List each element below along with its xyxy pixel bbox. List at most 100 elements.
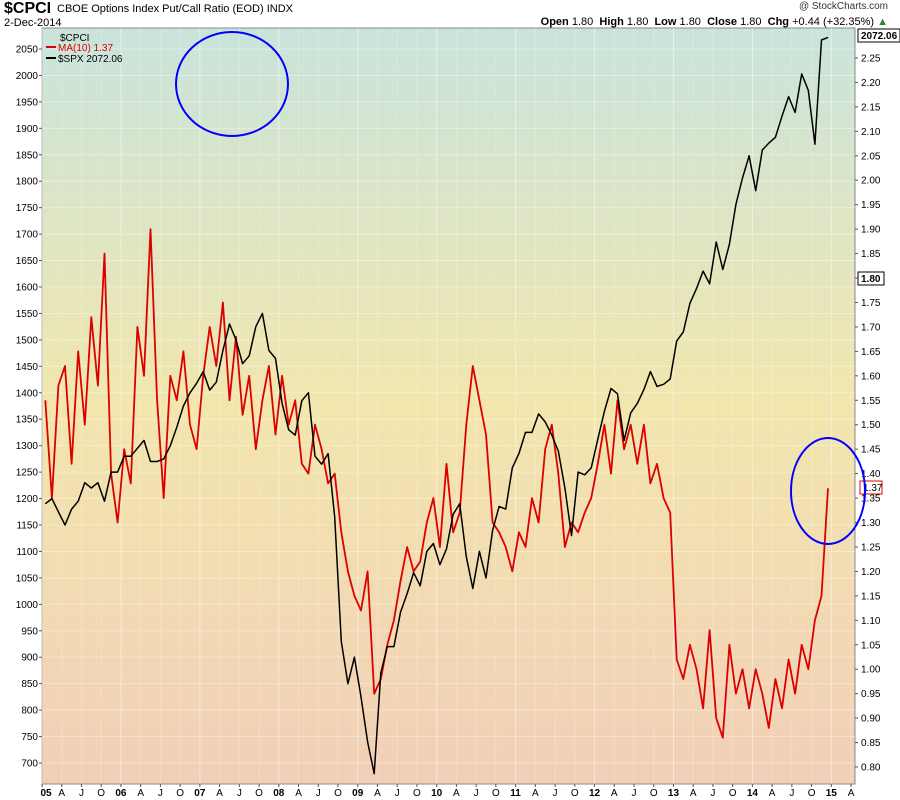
x-tick-label: J <box>710 788 715 799</box>
spx-point <box>386 646 388 648</box>
x-tick-label: J <box>474 788 479 799</box>
x-tick-label: O <box>97 788 105 799</box>
spx-point <box>768 142 770 144</box>
ma-point <box>446 463 448 465</box>
ma-point <box>478 399 480 401</box>
left-tick-label: 850 <box>21 679 38 690</box>
high-value: 1.80 <box>626 16 649 28</box>
x-tick-label: 07 <box>194 788 206 799</box>
x-tick-label: J <box>79 788 84 799</box>
ma-point <box>597 463 599 465</box>
ma-point <box>288 424 290 426</box>
x-tick-label: O <box>413 788 421 799</box>
spx-point <box>373 773 375 775</box>
x-tick-label: A <box>532 788 539 799</box>
highlight-circle-2014 <box>790 437 866 545</box>
spx-point <box>288 429 290 431</box>
ma-point <box>71 463 73 465</box>
ma-point <box>196 448 198 450</box>
ma-point <box>702 707 704 709</box>
ma-point <box>465 424 467 426</box>
right-tick-label: 0.95 <box>861 689 881 700</box>
ma-point <box>301 463 303 465</box>
ma-point <box>248 375 250 377</box>
left-tick-label: 1400 <box>16 388 39 399</box>
left-tick-label: 1850 <box>16 150 39 161</box>
ma-point <box>695 668 697 670</box>
spx-point <box>761 149 763 151</box>
ma-point <box>209 326 211 328</box>
spx-point <box>682 331 684 333</box>
right-tick-label: 1.45 <box>861 445 881 456</box>
legend: $CPCI MA(10) 1.37 $SPX 2072.06 <box>46 33 123 65</box>
ma-point <box>117 522 119 524</box>
legend-ma-label: MA(10) 1.37 <box>58 43 113 54</box>
spx-point <box>169 445 171 447</box>
left-tick-label: 1350 <box>16 415 39 426</box>
right-tick-label: 1.10 <box>861 616 881 627</box>
ma-point <box>419 561 421 563</box>
spx-last-badge: 2072.06 <box>857 28 900 43</box>
ma-point <box>630 424 632 426</box>
right-tick-label: 1.90 <box>861 225 881 236</box>
spx-point <box>189 392 191 394</box>
spx-point <box>44 503 46 505</box>
ma-point <box>807 668 809 670</box>
left-tick-label: 1550 <box>16 309 39 320</box>
x-tick-label: O <box>650 788 658 799</box>
chg-value: +0.44 (+32.35%) <box>792 16 875 28</box>
right-tick-label: 0.80 <box>861 763 881 774</box>
spx-point <box>695 288 697 290</box>
spx-point <box>663 383 665 385</box>
right-tick-label: 1.75 <box>861 298 881 309</box>
right-tick-label: 2.20 <box>861 78 881 89</box>
x-tick-label: A <box>611 788 618 799</box>
chg-up-icon: ▲ <box>877 16 888 28</box>
ma-point <box>143 375 145 377</box>
ma-point <box>340 531 342 533</box>
spx-point <box>584 474 586 476</box>
spx-point <box>781 115 783 117</box>
spx-point <box>196 382 198 384</box>
brand-label: @ StockCharts.com <box>798 1 888 12</box>
high-label: High <box>599 16 624 28</box>
ma-point <box>709 629 711 631</box>
spx-point <box>90 487 92 489</box>
spx-point <box>485 577 487 579</box>
left-tick-label: 2000 <box>16 71 39 82</box>
ma-point <box>742 668 744 670</box>
spx-point <box>432 543 434 545</box>
left-tick-label: 1750 <box>16 203 39 214</box>
open-label: Open <box>540 16 569 28</box>
left-tick-label: 1500 <box>16 335 39 346</box>
ma-point <box>281 375 283 377</box>
spx-point <box>321 463 323 465</box>
ma-point <box>439 546 441 548</box>
ma-point <box>150 228 152 230</box>
x-tick-label: J <box>789 788 794 799</box>
left-tick-label: 1600 <box>16 283 39 294</box>
ma-point <box>57 385 59 387</box>
ma-point <box>485 434 487 436</box>
x-tick-label: J <box>158 788 163 799</box>
spx-point <box>150 461 152 463</box>
ma-point <box>571 522 573 524</box>
ma-point <box>380 678 382 680</box>
left-tick-label: 1700 <box>16 230 39 241</box>
ma-point <box>794 693 796 695</box>
ma-point <box>623 448 625 450</box>
ma-point <box>820 595 822 597</box>
ma-point <box>801 644 803 646</box>
x-tick-label: A <box>374 788 381 799</box>
right-tick-label: 1.95 <box>861 200 881 211</box>
highlight-circle-2007 <box>175 31 289 137</box>
ma-point <box>228 399 230 401</box>
ma-point <box>353 595 355 597</box>
spx-point <box>603 410 605 412</box>
x-tick-label: A <box>690 788 697 799</box>
x-axis: 05 A J O 06 A J O 07 A J O 08 A J O 09 A J O 10 A J O 11 A J O 12 A J O… <box>40 784 855 799</box>
left-tick-label: 1050 <box>16 573 39 584</box>
spx-point <box>222 349 224 351</box>
ma-point <box>518 531 520 533</box>
